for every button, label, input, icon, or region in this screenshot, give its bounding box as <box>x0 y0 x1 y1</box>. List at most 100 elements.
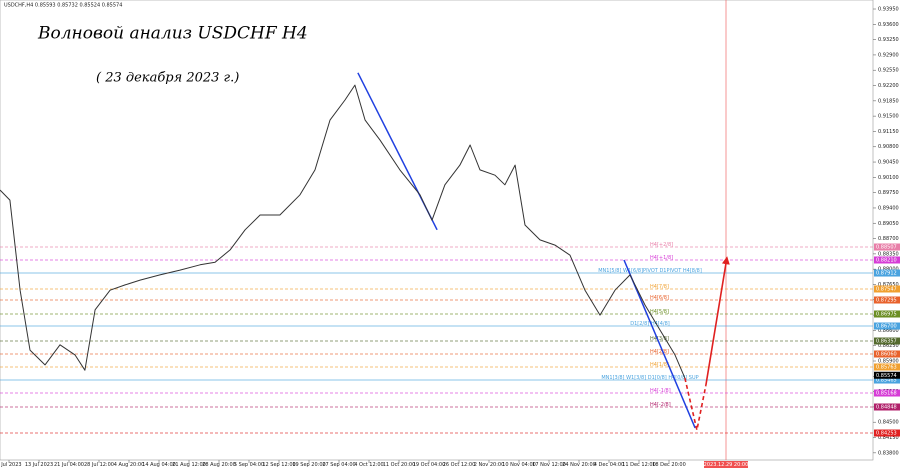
level-name: H4[3/8] <box>650 336 669 342</box>
level-name: H4[-1/8] <box>650 388 671 394</box>
level-price: 0.86060 <box>876 352 897 358</box>
x-tick-label: 2 Nov 20:00 <box>474 462 505 468</box>
y-tick-label: 0.85900 <box>878 359 899 365</box>
y-tick-label: 0.89750 <box>878 190 899 196</box>
level-price: 0.88210 <box>876 257 897 263</box>
x-tick-label: 11 Dec 12:00 <box>622 462 656 468</box>
trend-line <box>623 259 696 429</box>
x-tick-label: 12 Sep 12:00 <box>262 462 295 468</box>
current-price-label: 0.85574 <box>876 373 897 379</box>
x-tick-label: 10 Nov 04:00 <box>502 462 536 468</box>
x-tick-label: 5 Sep 04:00 <box>234 462 264 468</box>
level-price-bg <box>874 269 900 277</box>
level-price: 0.86975 <box>876 311 897 317</box>
level-price-bg <box>874 350 900 358</box>
marker-label-bg <box>704 461 748 468</box>
forecast-line <box>684 377 707 431</box>
level-price-bg <box>874 403 900 411</box>
level-name: D1[2/8] H4[4/8] <box>630 321 670 327</box>
x-tick-label: 24 Nov 20:00 <box>562 462 596 468</box>
y-tick-label: 0.88350 <box>878 251 899 257</box>
level-price: 0.85168 <box>876 391 897 397</box>
x-tick-label: 28 Aug 20:00 <box>202 462 236 468</box>
price-line <box>0 84 686 379</box>
level-price-bg <box>874 363 900 371</box>
x-tick-label: 18 Dec 20:00 <box>652 462 686 468</box>
x-tick-label: 27 Sep 04:00 <box>322 462 355 468</box>
level-name: H4[+2/8] <box>650 242 673 248</box>
y-tick-label: 0.93600 <box>878 22 899 28</box>
header: USDCHF,H4 0.85593 0.85732 0.85524 0.8557… <box>4 3 122 9</box>
y-tick-label: 0.90450 <box>878 160 899 166</box>
level-price-bg <box>874 243 900 251</box>
x-tick-label: 14 Aug 04:00 <box>142 462 176 468</box>
y-tick-label: 0.88700 <box>878 236 899 242</box>
y-tick-label: 0.84500 <box>878 420 899 426</box>
level-price-bg <box>874 296 900 304</box>
x-tick-label: 19 Sep 20:00 <box>292 462 325 468</box>
level-price-bg <box>874 310 900 318</box>
level-name: H4[6/8] <box>650 295 669 301</box>
y-tick-label: 0.92200 <box>878 83 899 89</box>
x-tick-label: 26 Oct 12:00 <box>443 462 476 468</box>
level-price: 0.87295 <box>876 298 897 304</box>
level-price: 0.85763 <box>876 364 897 370</box>
x-tick-label: 6 Jul 2023 <box>0 462 22 468</box>
level-price: 0.88507 <box>876 245 897 251</box>
level-price: 0.84253 <box>876 431 897 437</box>
level-name: H4[5/8] <box>650 309 669 315</box>
y-tick-label: 0.83800 <box>878 450 899 456</box>
level-price: 0.85465 <box>876 378 897 384</box>
chart-title: Волновой анализ USDCHF H4 <box>37 24 308 44</box>
forecast-line <box>705 256 730 386</box>
marker-label: 2023.12.29 20:00 <box>704 462 749 468</box>
level-price-bg <box>874 256 900 264</box>
y-tick-label: 0.92900 <box>878 52 899 58</box>
x-tick-label: 4 Oct 12:00 <box>354 462 383 468</box>
chart-subtitle: ( 23 декабря 2023 г.) <box>96 71 239 86</box>
level-price: 0.84848 <box>876 405 897 411</box>
y-tick-label: 0.93950 <box>878 7 899 13</box>
x-tick-label: 13 Jul 2023 <box>25 462 53 468</box>
level-price-bg <box>874 285 900 293</box>
y-tick-label: 0.90800 <box>878 144 899 150</box>
level-name: H4[7/8] <box>650 284 669 290</box>
level-price: 0.86700 <box>876 324 897 330</box>
y-tick-label: 0.90100 <box>878 175 899 181</box>
current-price-bg <box>874 371 900 379</box>
y-tick-label: 0.87650 <box>878 282 899 288</box>
level-name: H4[-2/8] <box>650 402 671 408</box>
x-tick-label: 19 Oct 04:00 <box>413 462 446 468</box>
level-price: 0.87912 <box>876 271 897 277</box>
level-name: MN1[5/8] W1[6/8]PIVOT D1PIVOT H4[8/8] <box>598 268 702 274</box>
y-tick-label: 0.89050 <box>878 221 899 227</box>
level-price-bg <box>874 337 900 345</box>
y-tick-label: 0.84150 <box>878 435 899 441</box>
level-name: MN1[3/8] W1[3/8] D1[0/8] H4[0/8] SUP <box>601 375 698 381</box>
level-name: H4[1/8] <box>650 362 669 368</box>
level-price-bg <box>874 322 900 330</box>
level-name: H4[2/8] <box>650 349 669 355</box>
y-tick-label: 0.91150 <box>878 129 899 135</box>
y-tick-label: 0.92550 <box>878 68 899 74</box>
y-tick-label: 0.89400 <box>878 205 899 211</box>
x-tick-label: 11 Oct 20:00 <box>383 462 416 468</box>
x-tick-label: 4 Dec 04:00 <box>594 462 624 468</box>
level-price-bg <box>874 376 900 384</box>
y-tick-label: 0.91850 <box>878 98 899 104</box>
level-name: H4[+1/8] <box>650 255 673 261</box>
level-price-bg <box>874 389 900 397</box>
y-tick-label: 0.86600 <box>878 328 899 334</box>
x-tick-label: 17 Nov 12:00 <box>532 462 566 468</box>
x-tick-label: 21 Aug 12:00 <box>172 462 206 468</box>
level-price: 0.86357 <box>876 339 897 345</box>
level-price-bg <box>874 429 900 437</box>
level-price: 0.87547 <box>876 286 897 292</box>
x-tick-label: 4 Aug 20:00 <box>114 462 145 468</box>
x-tick-label: 28 Jul 12:00 <box>84 462 114 468</box>
x-tick-label: 21 Jul 04:00 <box>54 462 84 468</box>
y-tick-label: 0.93250 <box>878 37 899 43</box>
y-tick-label: 0.91500 <box>878 114 899 120</box>
